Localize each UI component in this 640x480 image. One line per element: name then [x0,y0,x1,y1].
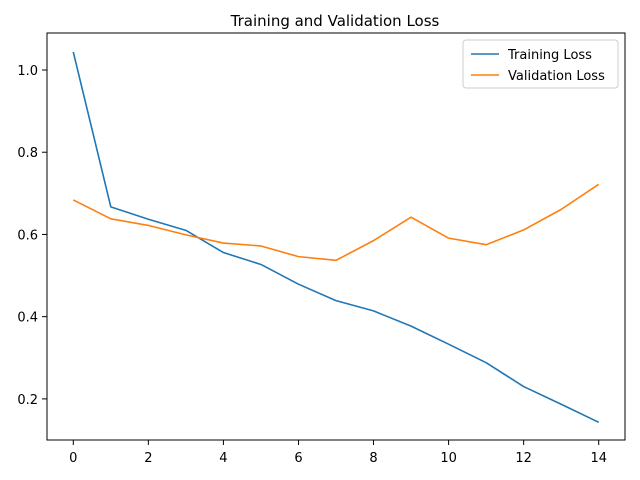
y-tick-label: 0.6 [17,228,38,243]
x-axis: 0 2 4 6 8 10 12 14 [69,440,607,466]
series-layer [72,51,600,424]
legend: Training Loss Validation Loss [462,39,619,89]
y-axis: 0.2 0.4 0.6 0.8 1.0 [17,64,47,408]
plot-area [46,32,626,441]
x-tick-label: 0 [69,451,77,466]
legend-label-validation-loss: Validation Loss [508,69,605,84]
x-tick-label: 8 [369,451,377,466]
y-tick-label: 0.4 [17,311,38,326]
x-tick-label: 4 [219,451,227,466]
x-tick-label: 12 [515,451,532,466]
x-tick-label: 14 [590,451,607,466]
x-tick-label: 6 [294,451,302,466]
y-tick-label: 0.8 [17,146,38,161]
legend-label-training-loss: Training Loss [507,48,592,63]
x-tick-label: 10 [440,451,457,466]
y-tick-label: 0.2 [17,393,38,408]
x-tick-label: 2 [144,451,152,466]
chart-title: Training and Validation Loss [230,12,440,30]
legend-box [462,39,619,89]
y-tick-label: 1.0 [17,64,38,79]
